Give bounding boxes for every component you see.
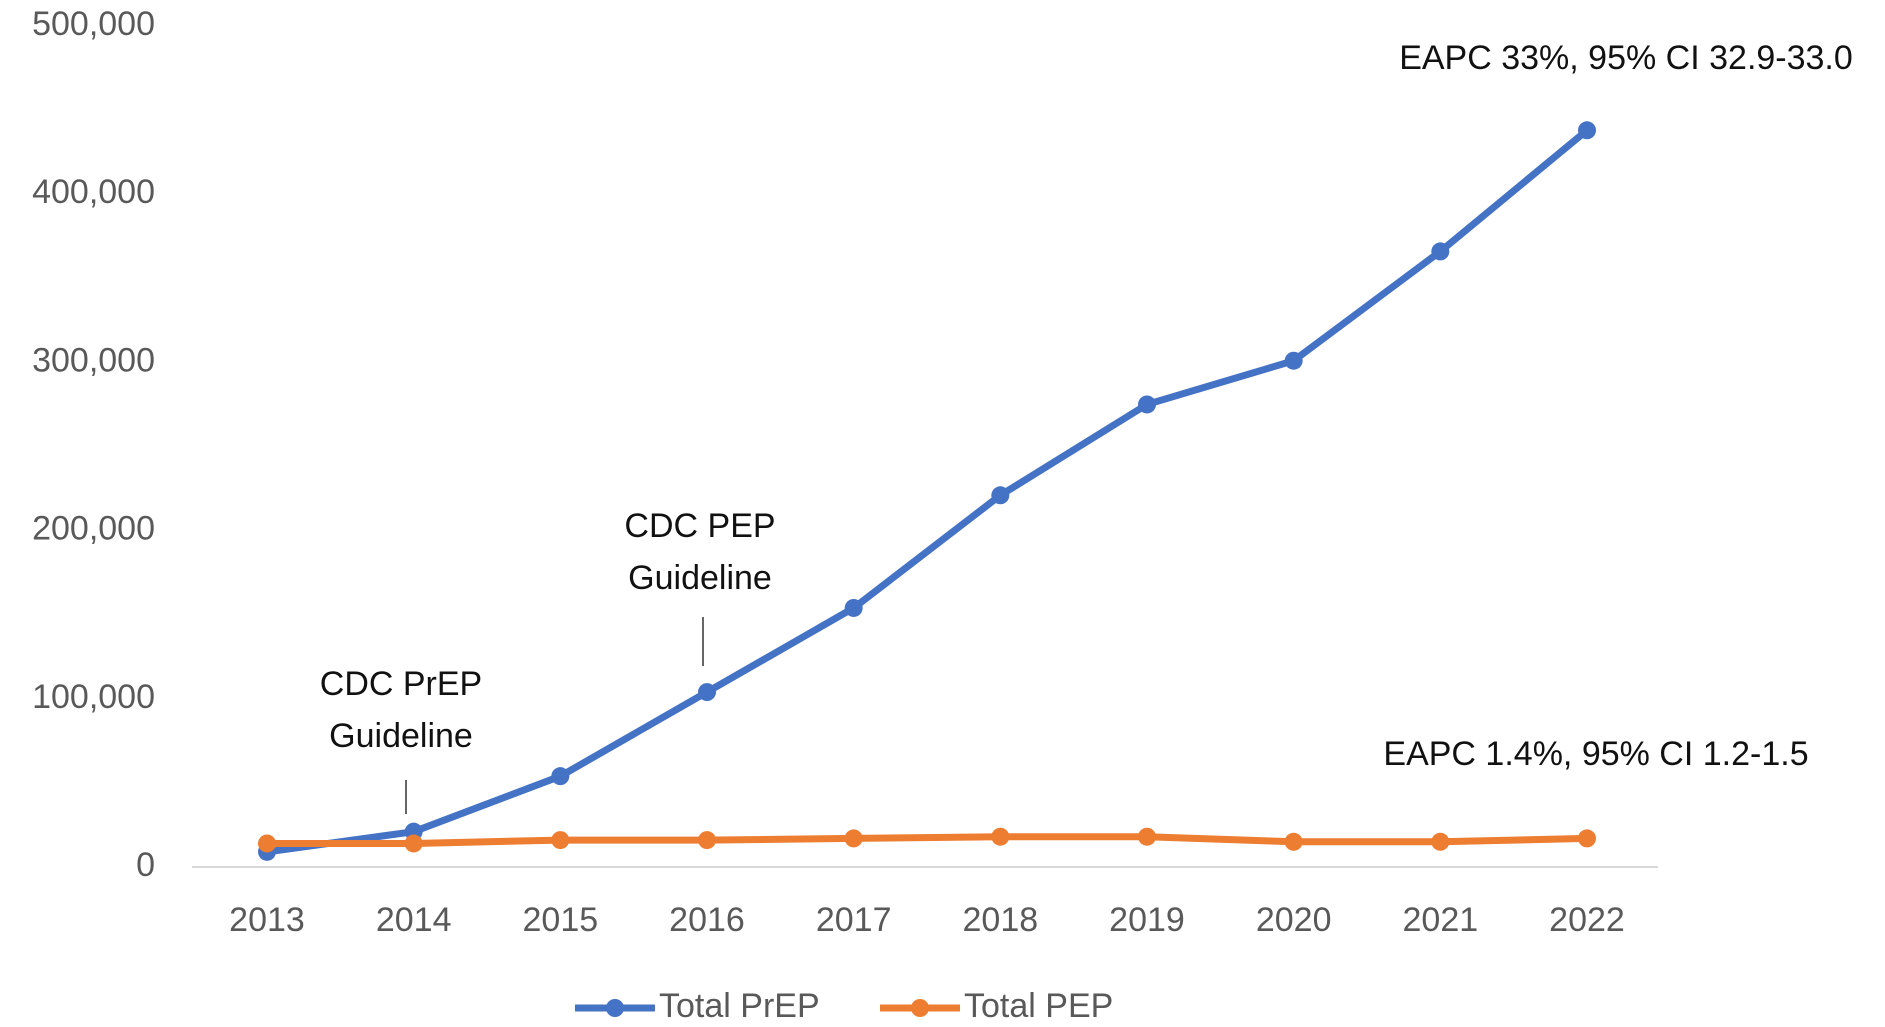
y-tick-label: 500,000 [32,5,155,43]
x-tick-label: 2021 [1403,901,1479,939]
annotation: EAPC 1.4%, 95% CI 1.2-1.5 [1383,735,1808,773]
x-tick-label: 2017 [816,901,892,939]
legend-marker [606,999,624,1017]
series-line [263,126,1591,856]
data-point [698,683,716,702]
data-point [551,767,570,786]
data-point [844,829,863,848]
annotation: CDC PEP [624,507,775,545]
data-point [1284,832,1303,851]
data-point [551,831,570,850]
x-tick-label: 2015 [523,901,599,939]
data-point [258,834,276,853]
data-point [1138,827,1156,846]
data-point [1284,351,1303,370]
legend-marker [911,999,929,1017]
legend-label: Total PEP [964,987,1113,1025]
data-point [1578,121,1596,140]
x-tick-label: 2016 [669,901,745,939]
data-point [991,827,1010,846]
x-tick-label: 2020 [1256,901,1332,939]
x-tick-label: 2018 [963,901,1039,939]
series-line [263,833,1591,847]
y-tick-label: 0 [136,846,155,884]
data-point [1431,832,1450,851]
x-tick-label: 2022 [1549,901,1625,939]
data-point [991,486,1010,505]
y-tick-label: 100,000 [32,678,155,716]
annotation: CDC PrEP [320,665,482,703]
data-point [1578,829,1596,848]
data-point [1138,395,1156,414]
data-point [404,834,423,853]
x-tick-label: 2013 [229,901,305,939]
data-point [1431,242,1450,261]
y-tick-label: 300,000 [32,341,155,379]
x-tick-label: 2019 [1109,901,1185,939]
annotation: Guideline [628,559,772,597]
y-tick-label: 200,000 [32,510,155,548]
y-tick-label: 400,000 [32,173,155,211]
data-point [844,598,863,617]
annotation: Guideline [329,717,473,755]
legend-label: Total PrEP [659,987,820,1025]
x-tick-label: 2014 [376,901,452,939]
data-point [698,831,716,850]
annotation: EAPC 33%, 95% CI 32.9-33.0 [1399,39,1853,77]
